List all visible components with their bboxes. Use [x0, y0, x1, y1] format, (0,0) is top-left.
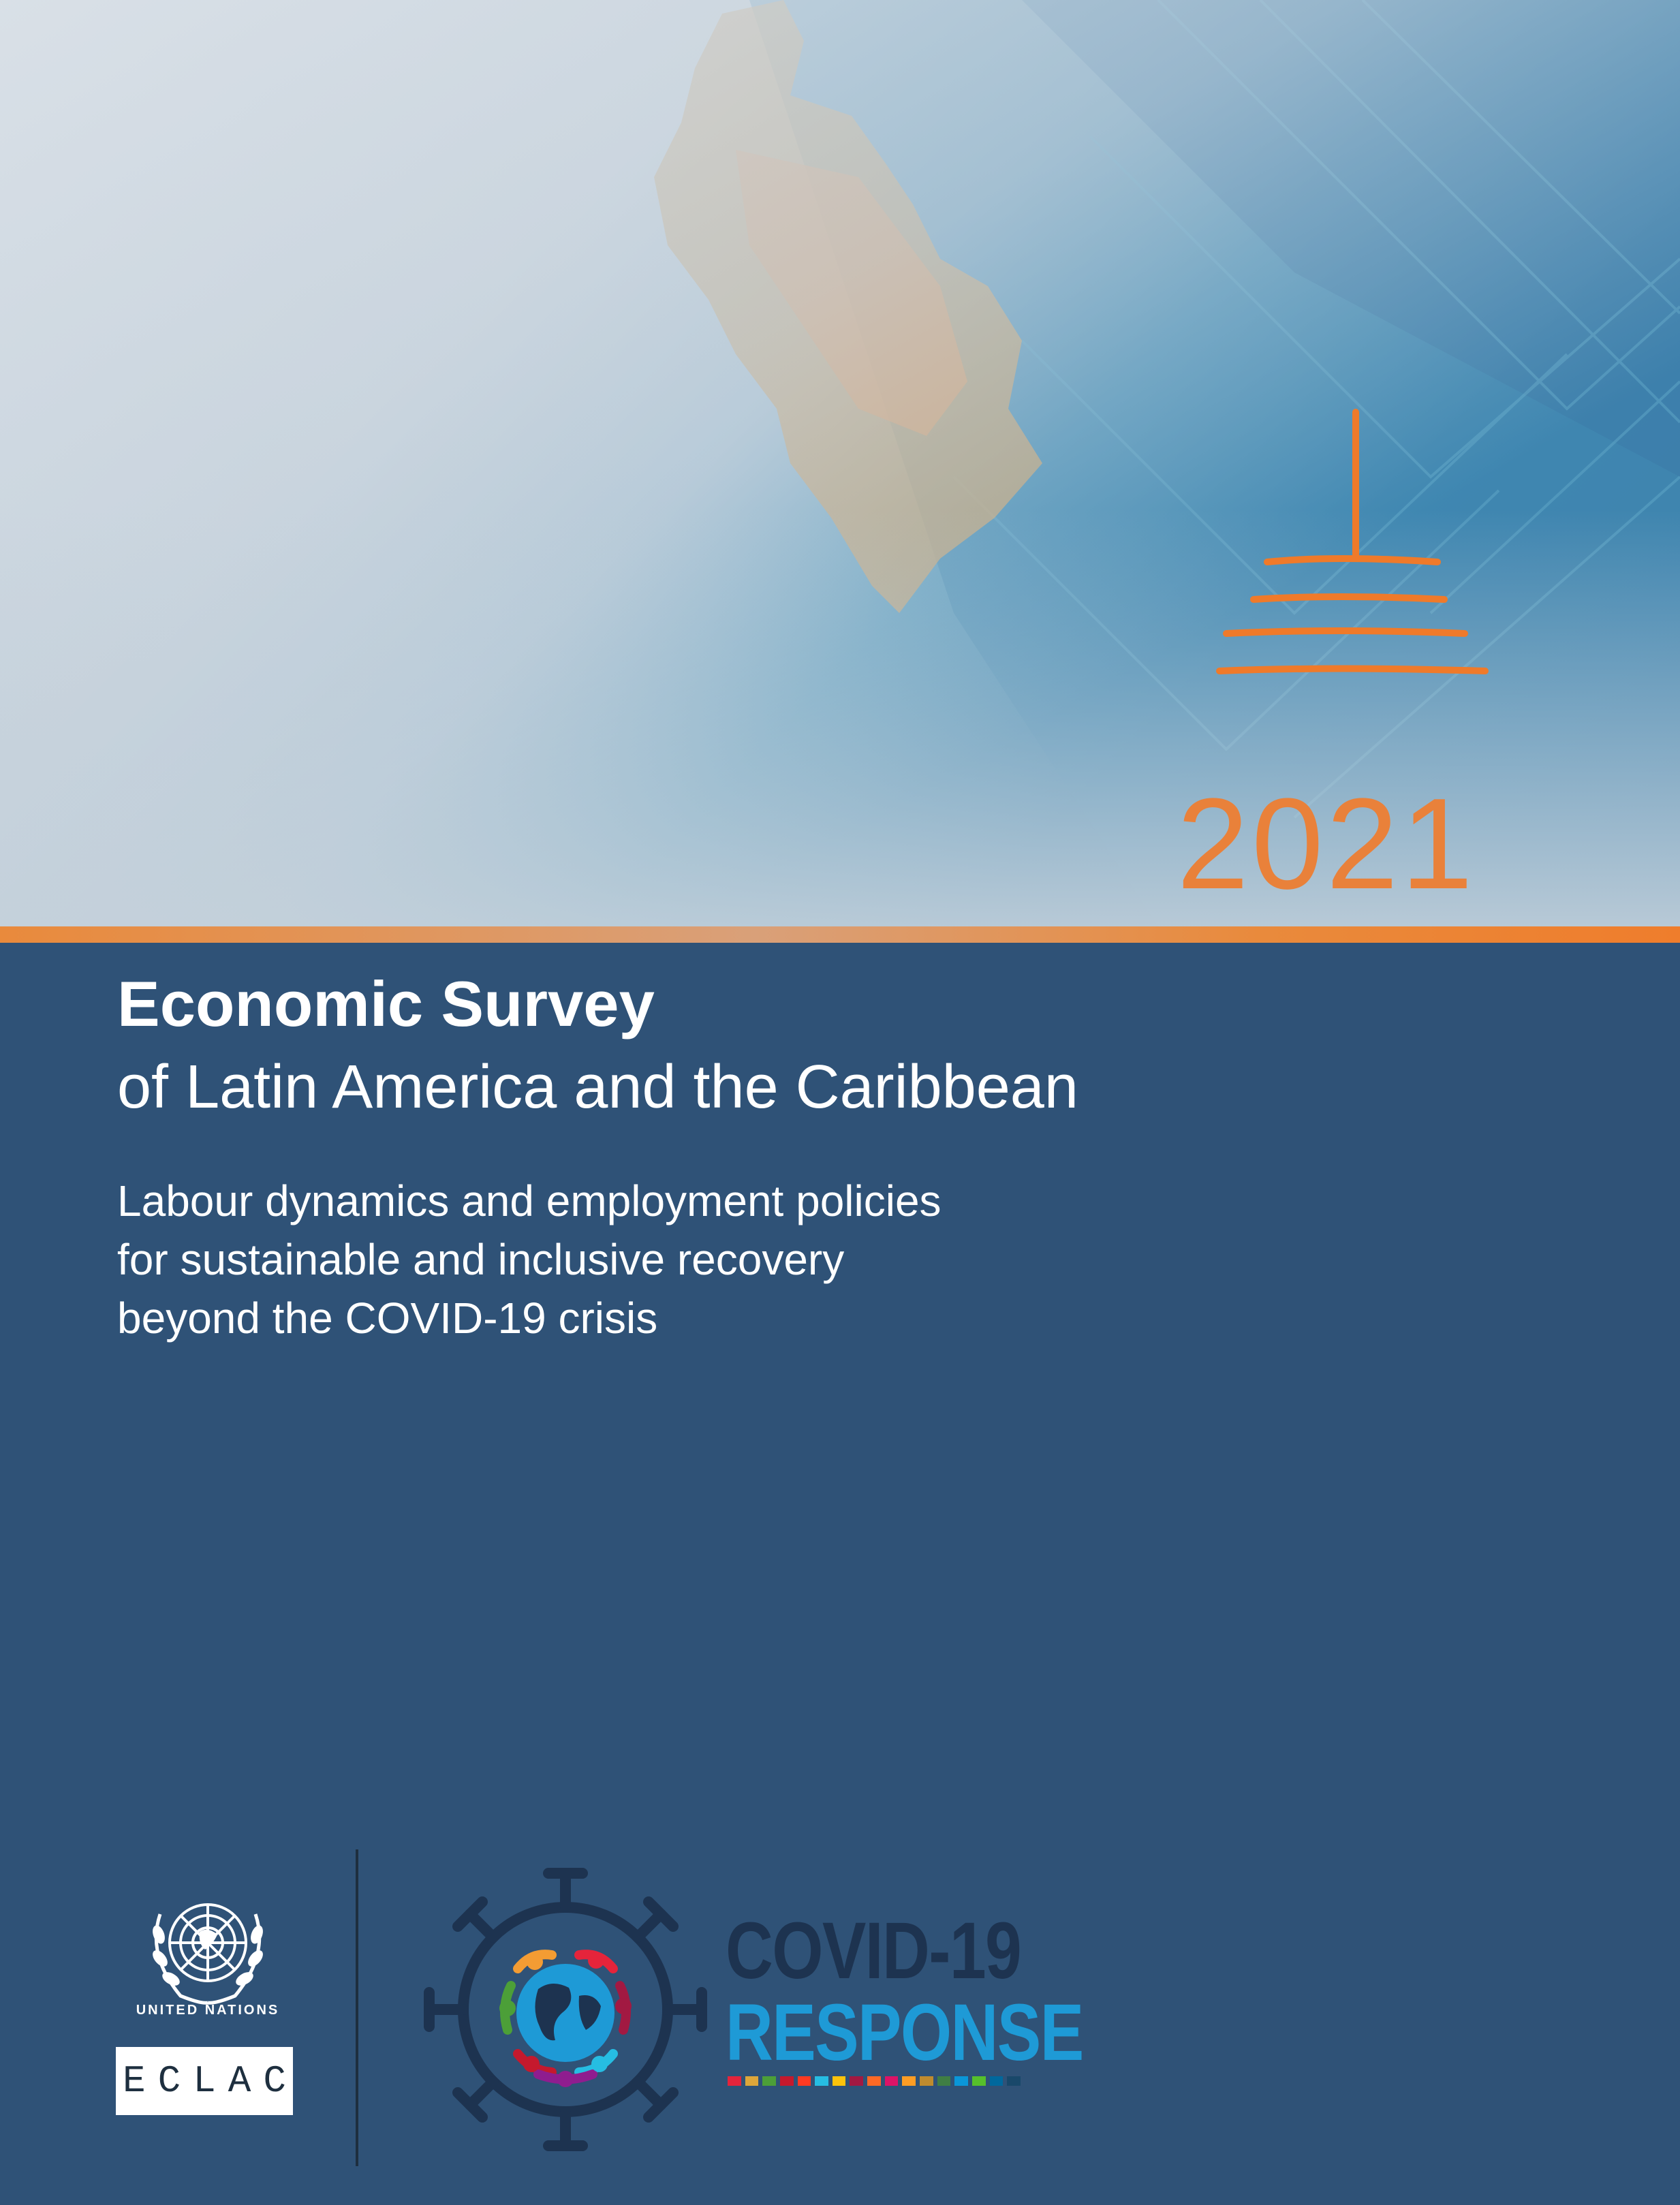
subtitle-line: beyond the COVID-19 crisis	[117, 1294, 658, 1343]
title-secondary: of Latin America and the Caribbean	[117, 1053, 1078, 1121]
orange-divider-bar	[0, 926, 1680, 943]
eclac-label: ECLAC	[122, 2059, 299, 2103]
response-label: RESPONSE	[726, 1988, 1084, 2078]
subtitle-line: Labour dynamics and employment policies	[117, 1176, 942, 1225]
eclac-logo-box: ECLAC	[116, 2047, 293, 2115]
cover-artwork	[0, 0, 1680, 926]
title-primary: Economic Survey	[117, 968, 655, 1039]
publication-year: 2021	[1177, 772, 1476, 916]
orange-glyph-icon	[1216, 409, 1489, 674]
sdg-color-strip	[728, 2076, 1021, 2086]
subtitle-line: for sustainable and inclusive recovery	[117, 1235, 845, 1284]
un-label: UNITED NATIONS	[136, 2003, 280, 2018]
logo-divider	[356, 1849, 358, 2166]
covid-19-label: COVID-19	[726, 1906, 1022, 1996]
covid-globe-icon	[424, 1868, 707, 2151]
abstract-map-artwork	[0, 0, 1680, 926]
subtitle: Labour dynamics and employment policies …	[117, 1172, 1343, 1347]
un-emblem-icon	[153, 1903, 263, 2005]
